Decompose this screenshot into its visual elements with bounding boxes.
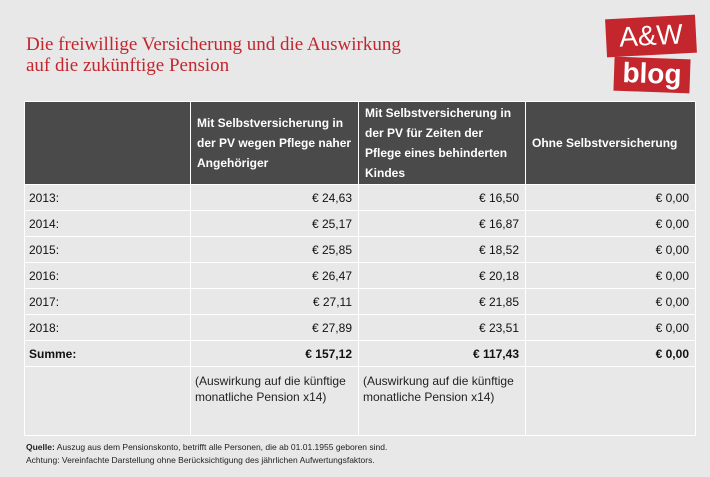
page-title: Die freiwillige Versicherung und die Aus… xyxy=(26,34,546,76)
sum-label: Summe: xyxy=(24,340,191,367)
sum-value: € 117,43 xyxy=(358,340,526,367)
header-col-ohne: Ohne Selbstversicherung xyxy=(525,101,696,185)
aw-blog-logo[interactable]: A&W blog xyxy=(605,14,697,94)
source-line: Quelle: Auszug aus dem Pensionskonto, be… xyxy=(26,441,696,454)
sum-value: € 157,12 xyxy=(190,340,359,367)
cell-value: € 21,85 xyxy=(358,288,526,315)
header-col-behindertes-kind: Mit Selbstversicherung in der PV für Zei… xyxy=(358,101,526,185)
row-year: 2013: xyxy=(24,184,191,211)
row-year: 2015: xyxy=(24,236,191,263)
sum-value: € 0,00 xyxy=(525,340,696,367)
table-row: 2016: € 26,47 € 20,18 € 0,00 xyxy=(24,262,696,289)
cell-value: € 20,18 xyxy=(358,262,526,289)
sum-row: Summe: € 157,12 € 117,43 € 0,00 xyxy=(24,340,696,367)
logo-bottom-text: blog xyxy=(613,56,691,94)
cell-value: € 0,00 xyxy=(525,262,696,289)
source-text: Auszug aus dem Pensionskonto, betrifft a… xyxy=(56,442,388,452)
cell-value: € 23,51 xyxy=(358,314,526,341)
table-row: 2017: € 27,11 € 21,85 € 0,00 xyxy=(24,288,696,315)
logo-top-text: A&W xyxy=(605,14,697,58)
cell-value: € 27,89 xyxy=(190,314,359,341)
note-cell xyxy=(24,366,191,436)
cell-value: € 25,85 xyxy=(190,236,359,263)
table-row: 2015: € 25,85 € 18,52 € 0,00 xyxy=(24,236,696,263)
row-year: 2017: xyxy=(24,288,191,315)
warning-line: Achtung: Vereinfachte Darstellung ohne B… xyxy=(26,455,375,465)
cell-value: € 0,00 xyxy=(525,184,696,211)
cell-value: € 0,00 xyxy=(525,288,696,315)
row-year: 2016: xyxy=(24,262,191,289)
note-row: (Auswirkung auf die künftige monatliche … xyxy=(24,366,696,436)
note-cell xyxy=(525,366,696,436)
cell-value: € 18,52 xyxy=(358,236,526,263)
cell-value: € 27,11 xyxy=(190,288,359,315)
header-col-pflege-angehoeriger: Mit Selbstversicherung in der PV wegen P… xyxy=(190,101,359,185)
title-line-2: auf die zukünftige Pension xyxy=(26,55,230,76)
table-header-row: Mit Selbstversicherung in der PV wegen P… xyxy=(24,101,696,185)
cell-value: € 16,50 xyxy=(358,184,526,211)
footer-notes: Quelle: Auszug aus dem Pensionskonto, be… xyxy=(26,441,696,467)
row-year: 2018: xyxy=(24,314,191,341)
row-year: 2014: xyxy=(24,210,191,237)
note-cell: (Auswirkung auf die künftige monatliche … xyxy=(358,366,526,436)
table-row: 2014: € 25,17 € 16,87 € 0,00 xyxy=(24,210,696,237)
pension-table: Mit Selbstversicherung in der PV wegen P… xyxy=(24,101,696,436)
header-corner xyxy=(24,101,191,185)
cell-value: € 26,47 xyxy=(190,262,359,289)
table-row: 2018: € 27,89 € 23,51 € 0,00 xyxy=(24,314,696,341)
note-cell: (Auswirkung auf die künftige monatliche … xyxy=(190,366,359,436)
cell-value: € 16,87 xyxy=(358,210,526,237)
title-line-1: Die freiwillige Versicherung und die Aus… xyxy=(26,34,401,55)
cell-value: € 0,00 xyxy=(525,210,696,237)
cell-value: € 25,17 xyxy=(190,210,359,237)
cell-value: € 24,63 xyxy=(190,184,359,211)
cell-value: € 0,00 xyxy=(525,236,696,263)
table-row: 2013: € 24,63 € 16,50 € 0,00 xyxy=(24,184,696,211)
cell-value: € 0,00 xyxy=(525,314,696,341)
source-label: Quelle: xyxy=(26,442,55,452)
